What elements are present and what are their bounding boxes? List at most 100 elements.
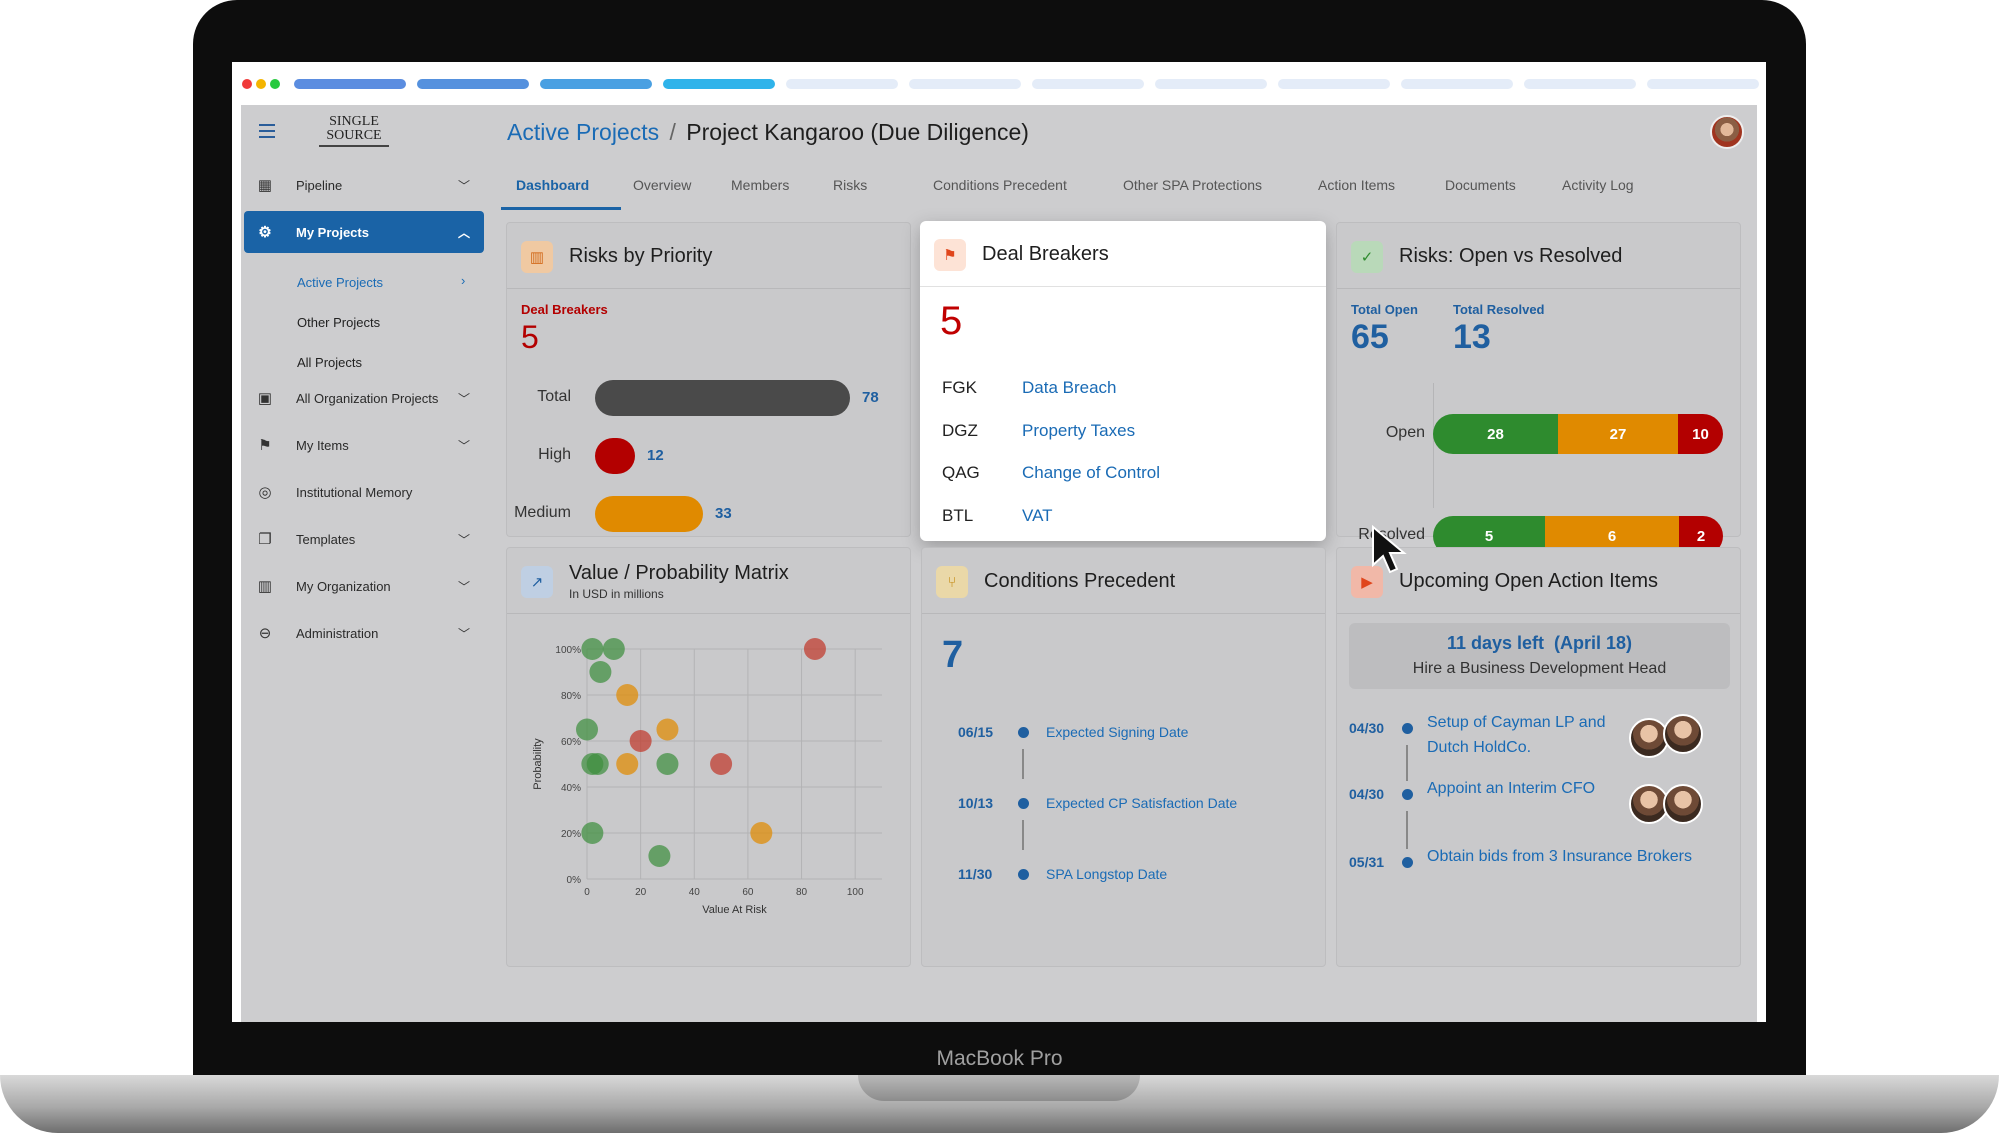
sidebar-item-institutional-memory[interactable]: ◎ Institutional Memory [244, 471, 484, 513]
tab-members[interactable]: Members [731, 177, 790, 193]
tab-dashboard[interactable]: Dashboard [516, 177, 590, 193]
timeline-dot [1018, 869, 1029, 880]
minimize-window-icon[interactable] [256, 79, 266, 89]
browser-tab[interactable] [1155, 79, 1267, 89]
maximize-window-icon[interactable] [270, 79, 280, 89]
stacked-bar-segment: 10 [1678, 414, 1723, 454]
tab-risks[interactable]: Risks [833, 177, 868, 193]
priority-bar[interactable] [595, 438, 635, 474]
status-row-label: Open [1385, 424, 1425, 441]
sidebar-subitem-other-projects[interactable]: Other Projects [297, 315, 381, 330]
priority-bar[interactable] [595, 496, 703, 532]
next-action-highlight[interactable]: 11 days left (April 18) Hire a Business … [1349, 623, 1730, 689]
browser-tab[interactable] [417, 79, 529, 89]
sidebar: ▦ Pipeline ﹀ ⚙ My Projects ︿ Active Proj… [241, 161, 487, 1022]
top-bar: SINGLE SOURCE Active Projects / Project … [241, 105, 1757, 161]
chevron-down-icon: ﹀ [457, 178, 470, 193]
timeline-item-link[interactable]: Expected Signing Date [1046, 724, 1189, 740]
action-item-link[interactable]: Appoint an Interim CFO [1427, 776, 1595, 801]
browser-tab[interactable] [1278, 79, 1390, 89]
tab-documents[interactable]: Documents [1445, 177, 1516, 193]
timeline-item-link[interactable]: SPA Longstop Date [1046, 866, 1168, 882]
sidebar-item-administration[interactable]: ⊖ Administration ﹀ [244, 612, 484, 654]
breadcrumb-link[interactable]: Active Projects [507, 119, 660, 145]
sidebar-subitem-active-projects[interactable]: Active Projects [297, 275, 383, 290]
active-tab-underline [501, 207, 621, 210]
sidebar-item-all-organization-projects[interactable]: ▣ All Organization Projects ﹀ [244, 377, 484, 419]
browser-tab[interactable] [1524, 79, 1636, 89]
flag-icon: ⚑ [934, 239, 966, 271]
deal-breaker-item[interactable]: QAG Change of Control [942, 463, 1160, 483]
priority-row-label: High [538, 446, 571, 463]
scatter-point [710, 753, 733, 775]
x-tick-label: 20 [635, 887, 647, 898]
browser-tab[interactable] [540, 79, 652, 89]
organization-projects-icon: ▣ [257, 390, 273, 407]
sidebar-item-templates[interactable]: ❐ Templates ﹀ [244, 518, 484, 560]
deal-breaker-link[interactable]: VAT [1022, 505, 1053, 525]
tab-overview[interactable]: Overview [633, 177, 692, 193]
sidebar-subitem-all-projects[interactable]: All Projects [297, 355, 363, 370]
deal-breaker-link[interactable]: Data Breach [1022, 378, 1117, 397]
browser-tab[interactable] [294, 79, 406, 89]
sidebar-item-label: My Items [296, 437, 349, 453]
logo[interactable]: SINGLE SOURCE [319, 115, 389, 147]
action-item-link[interactable]: Obtain bids from 3 Insurance Brokers [1427, 844, 1692, 869]
timeline-dot [1402, 723, 1413, 734]
upcoming-action-items-card: ▶ Upcoming Open Action Items 11 days lef… [1336, 547, 1741, 967]
avatar[interactable] [1710, 115, 1744, 149]
sidebar-item-my-organization[interactable]: ▥ My Organization ﹀ [244, 565, 484, 607]
sidebar-item-my-projects[interactable]: ⚙ My Projects ︿ [244, 211, 484, 253]
tab-action-items[interactable]: Action Items [1318, 177, 1396, 193]
card-header: ▶ Upcoming Open Action Items [1337, 548, 1740, 614]
browser-tab[interactable] [663, 79, 775, 89]
mouse-cursor-icon [1372, 525, 1407, 574]
deal-breakers-card: ⚑ Deal Breakers 5 FGK Data Breach DGZ Prope… [920, 221, 1326, 567]
card-subtitle: In USD in millions [569, 587, 664, 601]
hamburger-menu-icon[interactable] [259, 124, 275, 138]
assignee-avatar[interactable] [1629, 718, 1669, 758]
deal-breaker-code: FGK [942, 378, 977, 397]
deal-breaker-item[interactable]: BTL VAT [942, 506, 1053, 526]
browser-tab[interactable] [1647, 79, 1759, 89]
scatter-point [576, 718, 598, 741]
deal-breaker-code: DGZ [942, 420, 978, 440]
line-chart-icon: ↗ [521, 566, 553, 598]
tab-conditions-precedent[interactable]: Conditions Precedent [933, 177, 1067, 193]
chevron-down-icon: ﹀ [457, 391, 470, 406]
x-axis-label: Value At Risk [702, 904, 767, 916]
deal-breaker-link[interactable]: Change of Control [1022, 463, 1160, 482]
assignee-avatar[interactable] [1663, 784, 1703, 824]
deal-breakers-total: 5 [940, 299, 963, 343]
sidebar-item-my-items[interactable]: ⚑ My Items ﹀ [244, 424, 484, 466]
assignee-avatar[interactable] [1629, 784, 1669, 824]
tab-activity-log[interactable]: Activity Log [1562, 177, 1634, 193]
deal-breaker-item[interactable]: FGK Data Breach [942, 378, 1117, 398]
breadcrumb-separator: / [669, 119, 676, 145]
deal-breaker-item[interactable]: DGZ Property Taxes [942, 421, 1135, 441]
browser-tab[interactable] [1032, 79, 1144, 89]
close-window-icon[interactable] [242, 79, 252, 89]
chevron-right-icon: › [461, 273, 466, 288]
browser-tab[interactable] [786, 79, 898, 89]
action-item-link[interactable]: Setup of Cayman LP and Dutch HoldCo. [1427, 710, 1606, 760]
risks-open-vs-resolved-card: ✓ Risks: Open vs Resolved Total Open 65 … [1336, 222, 1741, 556]
deal-breaker-link[interactable]: Property Taxes [1022, 420, 1136, 440]
browser-chrome [232, 62, 1766, 102]
priority-bar[interactable] [595, 380, 850, 416]
scatter-point [629, 730, 652, 752]
browser-tab[interactable] [1401, 79, 1513, 89]
tab-other-spa-protections[interactable]: Other SPA Protections [1123, 177, 1263, 193]
total-open-label: Total Open [1351, 302, 1418, 317]
sidebar-item-pipeline[interactable]: ▦ Pipeline ﹀ [244, 164, 484, 206]
timeline-item-link[interactable]: Expected CP Satisfaction Date [1046, 795, 1238, 811]
scatter-point [616, 753, 639, 775]
browser-tab[interactable] [909, 79, 1021, 89]
card-header: ✓ Risks: Open vs Resolved [1337, 223, 1740, 289]
sidebar-item-label: Pipeline [296, 177, 343, 193]
tab-bar: Dashboard Overview Members Risks Conditi… [501, 167, 1741, 213]
x-tick-label: 40 [689, 887, 701, 898]
scatter-point [602, 638, 625, 660]
assignee-avatar[interactable] [1663, 714, 1703, 754]
stacked-bar[interactable]: 28 27 10 [1433, 414, 1723, 454]
